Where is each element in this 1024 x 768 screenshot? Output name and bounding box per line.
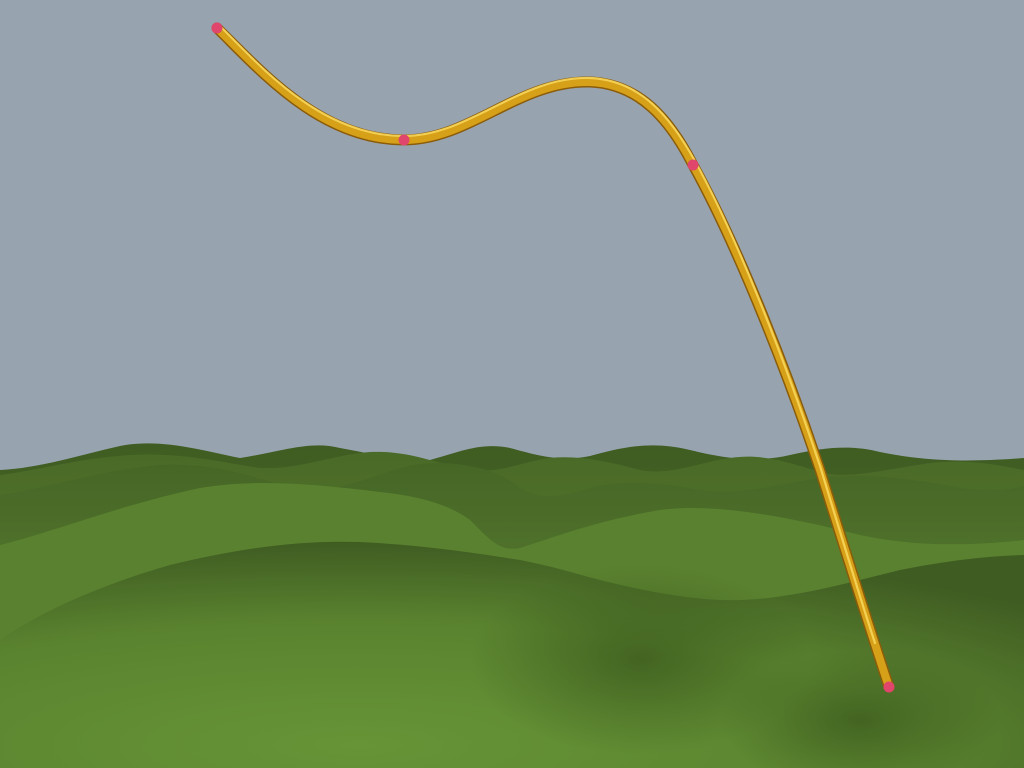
control-points[interactable] xyxy=(211,22,895,693)
control-point-4[interactable] xyxy=(883,681,895,693)
terrain xyxy=(0,443,1024,768)
spline-tube[interactable] xyxy=(211,22,895,693)
terrain-shadow-right xyxy=(720,650,1000,768)
control-point-3[interactable] xyxy=(687,159,699,171)
control-point-1[interactable] xyxy=(211,22,223,34)
control-point-2[interactable] xyxy=(398,134,410,146)
tube-highlight xyxy=(220,26,877,645)
